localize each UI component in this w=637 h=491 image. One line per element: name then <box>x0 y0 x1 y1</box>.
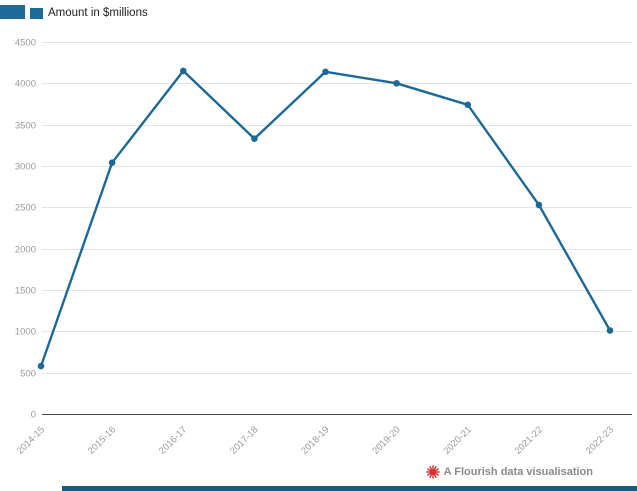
svg-text:3500: 3500 <box>15 121 36 132</box>
credit-text: A Flourish data visualisation <box>443 466 593 478</box>
svg-text:2019-20: 2019-20 <box>370 424 402 456</box>
svg-text:3000: 3000 <box>15 162 36 173</box>
svg-text:2017-18: 2017-18 <box>228 424 260 456</box>
svg-text:4500: 4500 <box>15 38 36 49</box>
flourish-credit-link[interactable]: A Flourish data visualisation <box>425 465 593 479</box>
line-chart: 0 500 1000 1500 2000 2500 3000 3500 4000 4500 2014… <box>15 38 632 457</box>
legend: Amount in $millions <box>30 6 148 20</box>
svg-text:500: 500 <box>20 369 36 380</box>
svg-text:2020-21: 2020-21 <box>441 424 473 456</box>
svg-text:1000: 1000 <box>15 327 36 338</box>
legend-label: Amount in $millions <box>48 7 148 19</box>
svg-text:2014-15: 2014-15 <box>15 424 47 456</box>
svg-text:1500: 1500 <box>15 286 36 297</box>
bottom-bar <box>62 486 637 491</box>
svg-text:2018-19: 2018-19 <box>299 424 331 456</box>
svg-text:0: 0 <box>31 410 36 421</box>
svg-text:2016-17: 2016-17 <box>157 424 189 456</box>
svg-text:2015-16: 2015-16 <box>86 424 118 456</box>
corner-partial-element <box>0 5 25 19</box>
legend-swatch-icon <box>30 7 43 19</box>
svg-text:4000: 4000 <box>15 79 36 90</box>
svg-text:2000: 2000 <box>15 245 36 256</box>
flourish-logo-icon <box>425 465 440 479</box>
svg-text:2021-22: 2021-22 <box>513 424 545 456</box>
svg-text:2022-23: 2022-23 <box>584 424 616 456</box>
svg-text:2500: 2500 <box>15 203 36 214</box>
